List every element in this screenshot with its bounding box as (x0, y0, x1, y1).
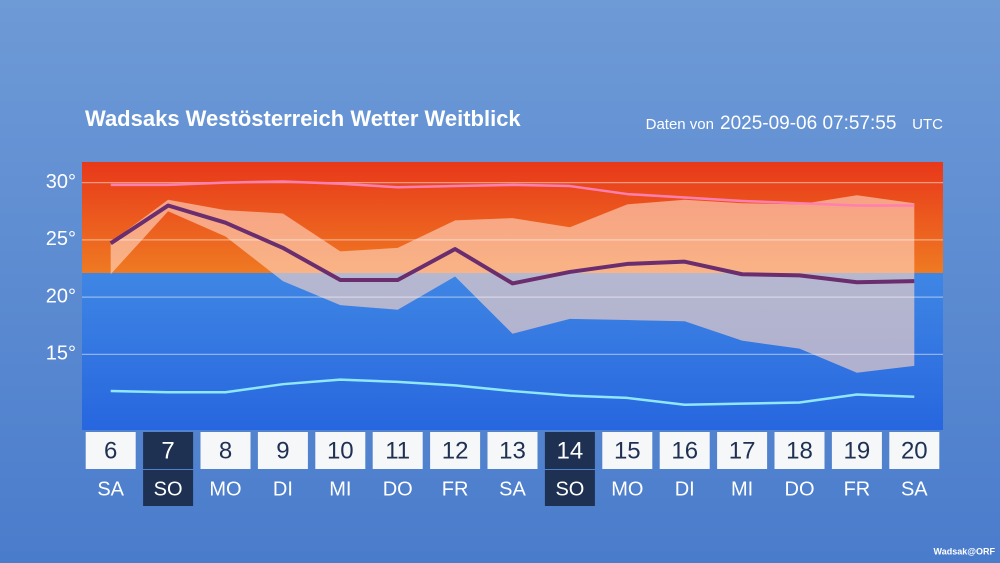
y-tick-label: 20° (46, 285, 76, 307)
day-label: 8 (219, 437, 232, 464)
y-tick-label: 25° (46, 228, 76, 250)
timestamp: 2025-09-06 07:57:55 (720, 113, 896, 134)
weekday-label: MO (611, 478, 643, 500)
weekday-label: SO (154, 478, 183, 500)
day-box (315, 432, 366, 469)
weekday-label: DI (675, 478, 695, 500)
weekday-label: MO (209, 478, 241, 500)
day-label: 10 (327, 437, 354, 464)
day-box (602, 432, 653, 469)
weekday-label: FR (442, 478, 469, 500)
weekday-box-highlight (544, 470, 595, 506)
line (110, 180, 915, 207)
line (109, 203, 915, 286)
weekday-box-highlight (143, 470, 194, 506)
day-label: 7 (161, 437, 174, 464)
day-label: 19 (844, 437, 871, 464)
day-box (831, 432, 882, 469)
day-label: 9 (276, 437, 289, 464)
day-box (889, 432, 940, 469)
day-label: 15 (614, 437, 641, 464)
weekday-label: MI (329, 478, 351, 500)
day-box (257, 432, 308, 469)
day-box (430, 432, 481, 469)
y-tick-label: 15° (46, 343, 76, 365)
weekday-label: SA (901, 478, 928, 500)
day-box (200, 432, 251, 469)
weekday-label: MI (731, 478, 753, 500)
weekday-label: SA (97, 478, 124, 500)
timezone: UTC (912, 116, 943, 133)
day-box (372, 432, 423, 469)
weekday-label: SO (555, 478, 584, 500)
chart-title: Wadsaks Westösterreich Wetter Weitblick (85, 106, 521, 131)
day-box (717, 432, 768, 469)
day-box (659, 432, 710, 469)
y-tick-label: 30° (46, 171, 76, 193)
day-box (774, 432, 825, 469)
day-label: 14 (557, 437, 584, 464)
credit: Wadsak@ORF (934, 546, 996, 556)
day-label: 11 (385, 437, 410, 464)
day-label: 13 (499, 437, 526, 464)
day-box (85, 432, 136, 469)
data-prefix: Daten von (646, 116, 714, 133)
day-label: 20 (901, 437, 928, 464)
day-label: 18 (786, 437, 813, 464)
line (110, 378, 915, 407)
weekday-label: SA (499, 478, 526, 500)
day-label: 12 (442, 437, 469, 464)
day-box (487, 432, 538, 469)
day-label: 6 (104, 437, 117, 464)
weekday-label: DI (273, 478, 293, 500)
day-box-highlight (544, 432, 595, 469)
weekday-label: DO (383, 478, 413, 500)
day-label: 16 (671, 437, 698, 464)
day-label: 17 (729, 437, 756, 464)
weekday-label: FR (844, 478, 871, 500)
weekday-label: DO (785, 478, 815, 500)
day-box-highlight (143, 432, 194, 469)
